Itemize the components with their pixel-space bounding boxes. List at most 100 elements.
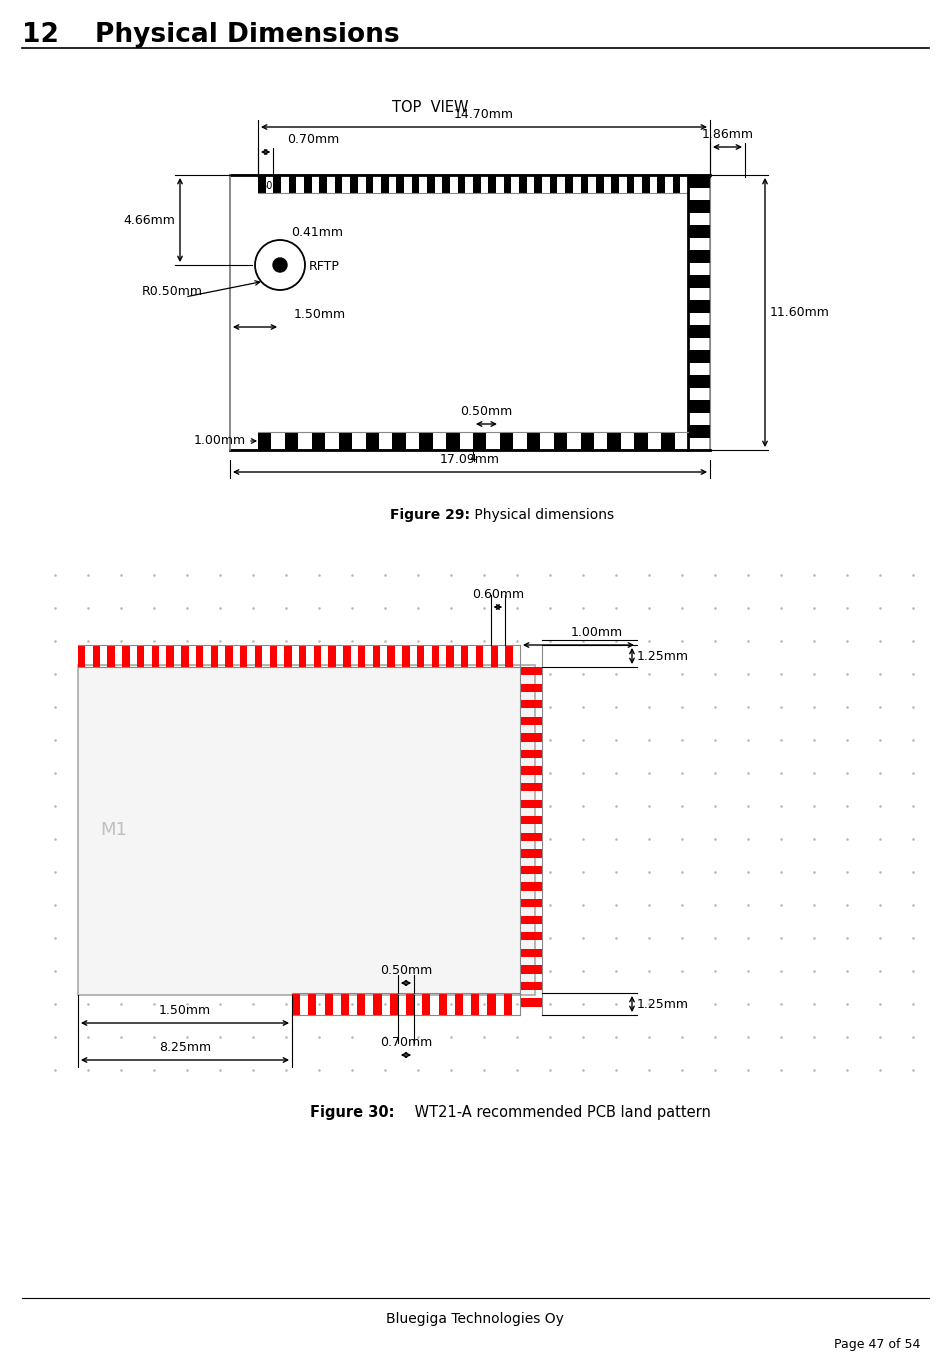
Bar — [634, 432, 648, 450]
Text: TOP  VIEW: TOP VIEW — [392, 100, 468, 115]
Bar — [387, 645, 395, 667]
Text: 17.09mm: 17.09mm — [440, 453, 500, 466]
Text: R0.50mm: R0.50mm — [142, 285, 203, 298]
Text: 0.50mm: 0.50mm — [460, 405, 513, 417]
Bar — [473, 175, 480, 192]
Bar — [308, 993, 317, 1015]
Bar — [688, 251, 710, 263]
Bar — [393, 432, 406, 450]
Circle shape — [273, 257, 287, 272]
Text: 0.41mm: 0.41mm — [291, 226, 343, 238]
Bar — [339, 432, 352, 450]
Bar — [550, 175, 557, 192]
Bar — [446, 432, 459, 450]
Bar — [580, 175, 588, 192]
Bar — [380, 175, 389, 192]
Text: 8.25mm: 8.25mm — [159, 1041, 211, 1054]
Bar — [137, 645, 145, 667]
Bar — [230, 175, 710, 450]
Bar — [596, 175, 604, 192]
Bar — [520, 717, 542, 725]
Bar — [461, 645, 469, 667]
Bar — [520, 733, 542, 741]
Bar — [520, 767, 542, 775]
Text: 11.60mm: 11.60mm — [770, 306, 830, 318]
Text: 50: 50 — [260, 182, 272, 191]
Bar — [417, 645, 424, 667]
Bar — [534, 175, 542, 192]
Text: Figure 30:: Figure 30: — [310, 1104, 395, 1121]
Bar — [181, 645, 188, 667]
Bar — [688, 225, 710, 237]
Bar — [438, 993, 447, 1015]
Bar — [500, 432, 514, 450]
Bar — [289, 175, 297, 192]
Bar — [520, 850, 542, 858]
Bar — [390, 993, 398, 1015]
Bar — [688, 400, 710, 412]
Bar — [320, 175, 327, 192]
Bar — [471, 993, 479, 1015]
Bar — [688, 201, 710, 213]
Bar — [504, 175, 512, 192]
Text: Page 47 of 54: Page 47 of 54 — [834, 1337, 920, 1351]
Bar — [365, 175, 373, 192]
Bar — [688, 350, 710, 363]
Bar — [225, 645, 233, 667]
Text: 1.00mm: 1.00mm — [571, 626, 623, 640]
Bar — [284, 645, 292, 667]
Bar — [292, 993, 301, 1015]
Text: 12: 12 — [22, 22, 59, 47]
Bar — [419, 432, 433, 450]
Bar — [491, 645, 498, 667]
Text: 1.86mm: 1.86mm — [702, 127, 753, 141]
Bar — [688, 275, 710, 287]
Bar — [442, 175, 450, 192]
Bar — [374, 993, 381, 1015]
Bar — [412, 175, 419, 192]
Bar — [258, 175, 265, 192]
Bar — [520, 999, 542, 1007]
Text: Bluegiga Technologies Oy: Bluegiga Technologies Oy — [386, 1312, 564, 1327]
Text: 0.60mm: 0.60mm — [472, 588, 524, 602]
Text: 4.66mm: 4.66mm — [123, 214, 175, 226]
Text: Physical dimensions: Physical dimensions — [470, 508, 614, 522]
Bar — [520, 948, 542, 957]
Bar — [520, 882, 542, 890]
Bar — [335, 175, 342, 192]
Bar — [520, 749, 542, 759]
Bar — [520, 683, 542, 692]
Bar — [504, 993, 512, 1015]
Bar — [489, 175, 496, 192]
Bar — [240, 645, 247, 667]
Bar — [78, 665, 535, 995]
Bar — [422, 993, 431, 1015]
Bar — [661, 432, 674, 450]
Bar — [455, 993, 463, 1015]
Bar — [520, 916, 542, 924]
Bar — [151, 645, 159, 667]
Bar — [340, 993, 349, 1015]
Bar — [299, 645, 306, 667]
Bar — [520, 898, 542, 908]
Bar — [269, 645, 277, 667]
Bar — [520, 816, 542, 824]
Bar — [255, 645, 262, 667]
Bar — [520, 965, 542, 974]
Bar — [519, 175, 527, 192]
Text: 1.25mm: 1.25mm — [637, 649, 689, 663]
Bar — [304, 175, 312, 192]
Bar — [505, 645, 513, 667]
Bar — [166, 645, 174, 667]
Bar — [565, 175, 573, 192]
Bar — [520, 833, 542, 841]
Text: M1: M1 — [100, 821, 126, 839]
Bar — [273, 175, 281, 192]
Circle shape — [255, 240, 305, 290]
Bar — [520, 932, 542, 940]
Bar — [107, 645, 115, 667]
Bar — [688, 425, 710, 438]
Bar — [520, 783, 542, 791]
Bar — [365, 432, 378, 450]
Bar — [427, 175, 435, 192]
